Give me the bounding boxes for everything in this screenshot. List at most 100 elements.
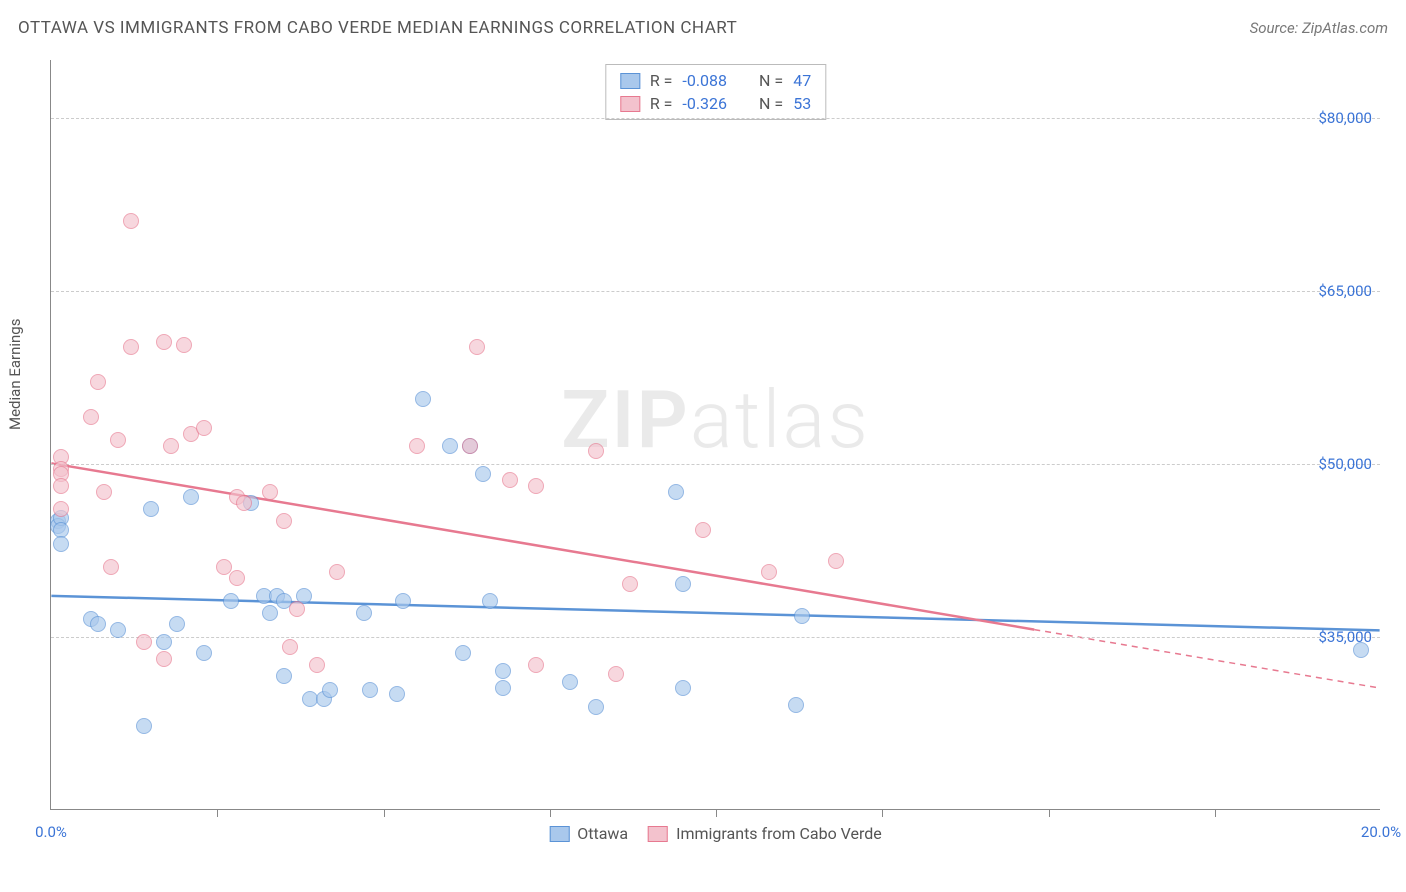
scatter-point <box>1353 642 1369 658</box>
watermark: ZIPatlas <box>561 373 870 467</box>
n-label: N = <box>759 94 783 113</box>
scatter-point <box>136 718 152 734</box>
scatter-point <box>229 570 245 586</box>
n-value: 53 <box>793 94 811 113</box>
scatter-point <box>668 484 684 500</box>
scatter-point <box>309 657 325 673</box>
scatter-point <box>216 559 232 575</box>
scatter-point <box>828 553 844 569</box>
scatter-point <box>502 472 518 488</box>
scatter-point <box>495 663 511 679</box>
correlation-stats-box: R = -0.088N = 47R = -0.326N = 53 <box>605 64 826 120</box>
y-tick-label: $80,000 <box>1318 109 1372 127</box>
scatter-point <box>356 605 372 621</box>
scatter-point <box>528 657 544 673</box>
scatter-point <box>588 699 604 715</box>
scatter-point <box>289 601 305 617</box>
scatter-point <box>90 374 106 390</box>
legend-swatch <box>549 826 569 842</box>
scatter-point <box>83 409 99 425</box>
scatter-point <box>123 339 139 355</box>
scatter-point <box>123 213 139 229</box>
scatter-point <box>276 513 292 529</box>
scatter-point <box>110 432 126 448</box>
scatter-point <box>389 686 405 702</box>
scatter-point <box>163 438 179 454</box>
scatter-point <box>761 564 777 580</box>
chart-legend: Ottawa Immigrants from Cabo Verde <box>549 824 882 843</box>
scatter-point <box>455 645 471 661</box>
scatter-point <box>136 634 152 650</box>
scatter-point <box>262 605 278 621</box>
scatter-point <box>462 438 478 454</box>
scatter-point <box>183 489 199 505</box>
r-value: -0.326 <box>682 94 727 113</box>
legend-item: Ottawa <box>549 824 628 843</box>
scatter-point <box>90 616 106 632</box>
gridline <box>51 118 1380 119</box>
scatter-point <box>588 443 604 459</box>
scatter-point <box>608 666 624 682</box>
legend-swatch <box>648 826 668 842</box>
scatter-point <box>482 593 498 609</box>
r-value: -0.088 <box>682 71 727 90</box>
scatter-chart: ZIPatlas R = -0.088N = 47R = -0.326N = 5… <box>50 60 1380 810</box>
scatter-point <box>794 608 810 624</box>
scatter-point <box>53 478 69 494</box>
legend-label: Immigrants from Cabo Verde <box>676 824 882 843</box>
x-tick <box>716 809 717 817</box>
y-tick-label: $65,000 <box>1318 282 1372 300</box>
scatter-point <box>176 337 192 353</box>
scatter-point <box>695 522 711 538</box>
scatter-point <box>282 639 298 655</box>
scatter-point <box>53 501 69 517</box>
scatter-point <box>675 576 691 592</box>
scatter-point <box>196 420 212 436</box>
scatter-point <box>143 501 159 517</box>
r-label: R = <box>650 71 673 90</box>
series-swatch <box>620 73 640 89</box>
scatter-point <box>236 495 252 511</box>
gridline <box>51 291 1380 292</box>
x-tick-label: 0.0% <box>35 823 67 841</box>
stats-row: R = -0.088N = 47 <box>606 69 825 92</box>
scatter-point <box>156 334 172 350</box>
series-swatch <box>620 96 640 112</box>
x-tick <box>882 809 883 817</box>
scatter-point <box>276 668 292 684</box>
scatter-point <box>395 593 411 609</box>
scatter-point <box>788 697 804 713</box>
chart-title: OTTAWA VS IMMIGRANTS FROM CABO VERDE MED… <box>18 18 737 38</box>
scatter-point <box>322 682 338 698</box>
x-tick <box>217 809 218 817</box>
scatter-point <box>53 536 69 552</box>
y-tick-label: $50,000 <box>1318 455 1372 473</box>
chart-header: OTTAWA VS IMMIGRANTS FROM CABO VERDE MED… <box>18 18 1388 38</box>
source-attribution: Source: ZipAtlas.com <box>1250 19 1388 37</box>
scatter-point <box>362 682 378 698</box>
scatter-point <box>562 674 578 690</box>
gridline <box>51 464 1380 465</box>
x-tick-label: 20.0% <box>1361 823 1401 841</box>
r-label: R = <box>650 94 673 113</box>
stats-row: R = -0.326 N = 53 <box>606 92 825 115</box>
y-axis-label: Median Earnings <box>6 319 24 430</box>
scatter-point <box>169 616 185 632</box>
scatter-point <box>156 651 172 667</box>
scatter-point <box>156 634 172 650</box>
x-tick <box>1049 809 1050 817</box>
scatter-point <box>409 438 425 454</box>
scatter-point <box>415 391 431 407</box>
scatter-point <box>622 576 638 592</box>
scatter-point <box>495 680 511 696</box>
scatter-point <box>475 466 491 482</box>
gridline <box>51 637 1380 638</box>
scatter-point <box>469 339 485 355</box>
scatter-point <box>675 680 691 696</box>
x-tick <box>1215 809 1216 817</box>
trend-lines <box>51 60 1380 809</box>
scatter-point <box>196 645 212 661</box>
scatter-point <box>262 484 278 500</box>
legend-label: Ottawa <box>577 824 628 843</box>
scatter-point <box>103 559 119 575</box>
